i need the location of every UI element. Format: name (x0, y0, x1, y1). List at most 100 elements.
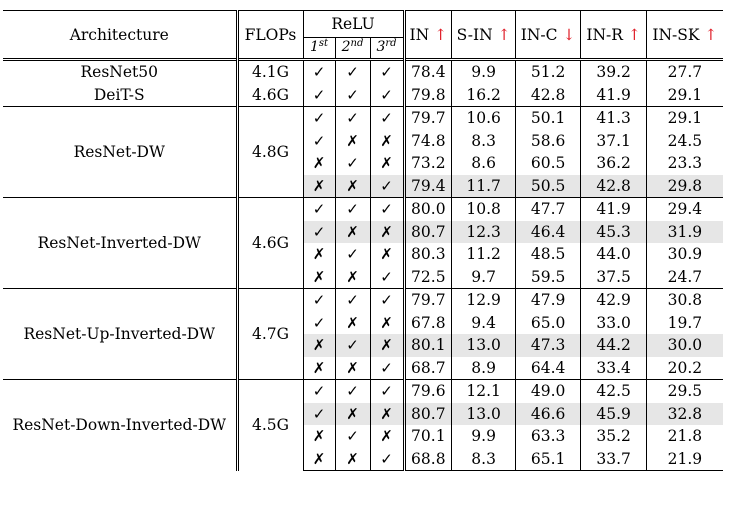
relu-3rd-cell-cross: ✗ (369, 334, 404, 357)
architecture-cell: DeiT-S (93, 85, 145, 104)
s-in-value: 12.1 (451, 379, 516, 403)
ordinal-suffix: nd (350, 38, 364, 49)
in-r-value: 37.1 (580, 129, 647, 152)
s-in-value: 13.0 (451, 402, 516, 425)
header-metric-in: IN ↑ (402, 10, 452, 60)
in-r-value: 42.8 (580, 174, 647, 198)
in-c-value: 65.1 (515, 447, 581, 471)
in-value: 80.1 (402, 334, 452, 357)
table-row: ✗ ✗ ✓ 72.5 9.7 59.5 37.5 24.7 (3, 265, 723, 289)
relu-2nd-cell-cross: ✗ (334, 129, 370, 152)
table-row: ResNet50 4.1G ✓ ✓ ✓ 78.4 9.9 51.2 39.2 27.7 (3, 58, 723, 84)
in-sk-value: 31.9 (646, 220, 723, 243)
table-row: ResNet-Inverted-DW 4.6G ✓ ✓ ✓ 80.0 10.8 47.7 41.… (3, 197, 723, 289)
table-row: ResNet-Up-Inverted-DW 4.7G ✓ ✓ ✓ 79.7 12.9 47.9… (3, 288, 723, 380)
relu-1st-cell-cross: ✗ (302, 356, 335, 380)
flops-cell: 4.6G (235, 83, 303, 107)
relu-2nd-cell-cross: ✗ (334, 447, 370, 471)
relu-2nd-cell-check: ✓ (334, 197, 370, 221)
in-c-value: 46.6 (515, 402, 581, 425)
relu-3rd-cell-check: ✓ (369, 174, 404, 198)
in-value: 79.7 (402, 106, 452, 130)
flops-cell: 4.5G (235, 379, 303, 471)
relu-2nd-cell-check: ✓ (334, 106, 370, 130)
relu-1st-cell-check: ✓ (302, 288, 335, 312)
in-c-value: 58.6 (515, 129, 581, 152)
relu-2nd-cell-check: ✓ (334, 83, 370, 107)
architecture-cell: ResNet-Inverted-DW (3, 197, 237, 289)
relu-2nd-cell-check: ✓ (334, 379, 370, 403)
relu-3rd-cell-cross: ✗ (369, 152, 404, 175)
arrow-up-icon: ↑ (497, 25, 511, 44)
in-c-value: 42.8 (515, 83, 581, 107)
in-value: 80.0 (402, 197, 452, 221)
header-architecture: Architecture (3, 10, 237, 60)
header-relu-1st: 1st (302, 37, 335, 60)
in-r-value: 44.0 (580, 243, 647, 266)
header-metric-in-c: IN-C ↓ (515, 10, 581, 60)
relu-1st-cell-cross: ✗ (302, 265, 335, 289)
in-c-value: 47.9 (515, 288, 581, 312)
in-c-value: 50.1 (515, 106, 581, 130)
s-in-value: 11.7 (451, 174, 516, 198)
in-c-value: 63.3 (515, 425, 581, 448)
architecture-cell: ResNet-DW (3, 106, 237, 198)
relu-3rd-cell-check: ✓ (369, 83, 404, 107)
arrow-down-icon: ↓ (562, 25, 576, 44)
relu-1st-cell-check: ✓ (302, 106, 335, 130)
header-metric-in-sk: IN-SK ↑ (646, 10, 723, 60)
arrow-up-icon: ↑ (704, 25, 718, 44)
in-c-value: 64.4 (515, 356, 581, 380)
table-row: ✗ ✓ ✗ 70.1 9.9 63.3 35.2 21.8 (3, 425, 723, 448)
header-relu-3rd: 3rd (369, 37, 404, 60)
in-c-value: 48.5 (515, 243, 581, 266)
ordinal-base: 2 (341, 39, 351, 55)
relu-2nd-cell-check: ✓ (334, 425, 370, 448)
header-relu-2nd: 2nd (334, 37, 370, 60)
in-sk-value: 19.7 (646, 311, 723, 334)
table-row: ✓ ✗ ✗ 67.8 9.4 65.0 33.0 19.7 (3, 311, 723, 334)
flops-cell: 4.7G (235, 288, 303, 380)
table-row: ✗ ✗ ✓ 68.8 8.3 65.1 33.7 21.9 (3, 447, 723, 471)
in-value: 80.3 (402, 243, 452, 266)
relu-2nd-cell-check: ✓ (334, 152, 370, 175)
relu-3rd-cell-cross: ✗ (369, 243, 404, 266)
arrow-up-icon: ↑ (627, 25, 641, 44)
in-value: 80.7 (402, 220, 452, 243)
table-row: DeiT-S 4.6G ✓ ✓ ✓ 79.8 16.2 42.8 41.9 29.1 (3, 83, 723, 107)
s-in-value: 9.9 (451, 425, 516, 448)
table-row: ✗ ✓ ✗ 80.3 11.2 48.5 44.0 30.9 (3, 243, 723, 266)
relu-3rd-cell-cross: ✗ (369, 425, 404, 448)
in-r-value: 33.4 (580, 356, 647, 380)
in-r-value: 33.7 (580, 447, 647, 471)
in-sk-value: 29.1 (646, 106, 723, 130)
relu-1st-cell-check: ✓ (302, 197, 335, 221)
flops-cell: 4.8G (235, 106, 303, 198)
in-sk-value: 24.5 (646, 129, 723, 152)
ordinal-base: 3 (376, 39, 386, 55)
in-r-value: 41.9 (580, 83, 647, 107)
s-in-value: 9.4 (451, 311, 516, 334)
table-header: Architecture FLOPs ReLU IN ↑ S-IN ↑ IN-C… (3, 10, 723, 60)
relu-3rd-cell-check: ✓ (369, 356, 404, 380)
in-value: 78.4 (402, 58, 452, 84)
s-in-value: 8.6 (451, 152, 516, 175)
in-value: 72.5 (402, 265, 452, 289)
table-row: ResNet-Down-Inverted-DW 4.5G ✓ ✓ ✓ 79.6 12.1 49… (3, 379, 723, 471)
in-sk-value: 29.4 (646, 197, 723, 221)
in-sk-value: 27.7 (646, 58, 723, 84)
metric-label: IN-SK (652, 25, 700, 44)
in-r-value: 42.9 (580, 288, 647, 312)
relu-3rd-cell-cross: ✗ (369, 220, 404, 243)
in-value: 68.8 (402, 447, 452, 471)
in-sk-value: 30.9 (646, 243, 723, 266)
relu-1st-cell-check: ✓ (302, 379, 335, 403)
s-in-value: 8.3 (451, 129, 516, 152)
relu-3rd-cell-check: ✓ (369, 265, 404, 289)
s-in-value: 16.2 (451, 83, 516, 107)
relu-1st-cell-check: ✓ (302, 129, 335, 152)
flops-cell: 4.6G (235, 197, 303, 289)
in-r-value: 35.2 (580, 425, 647, 448)
architecture-cell: ResNet50 (3, 58, 237, 84)
